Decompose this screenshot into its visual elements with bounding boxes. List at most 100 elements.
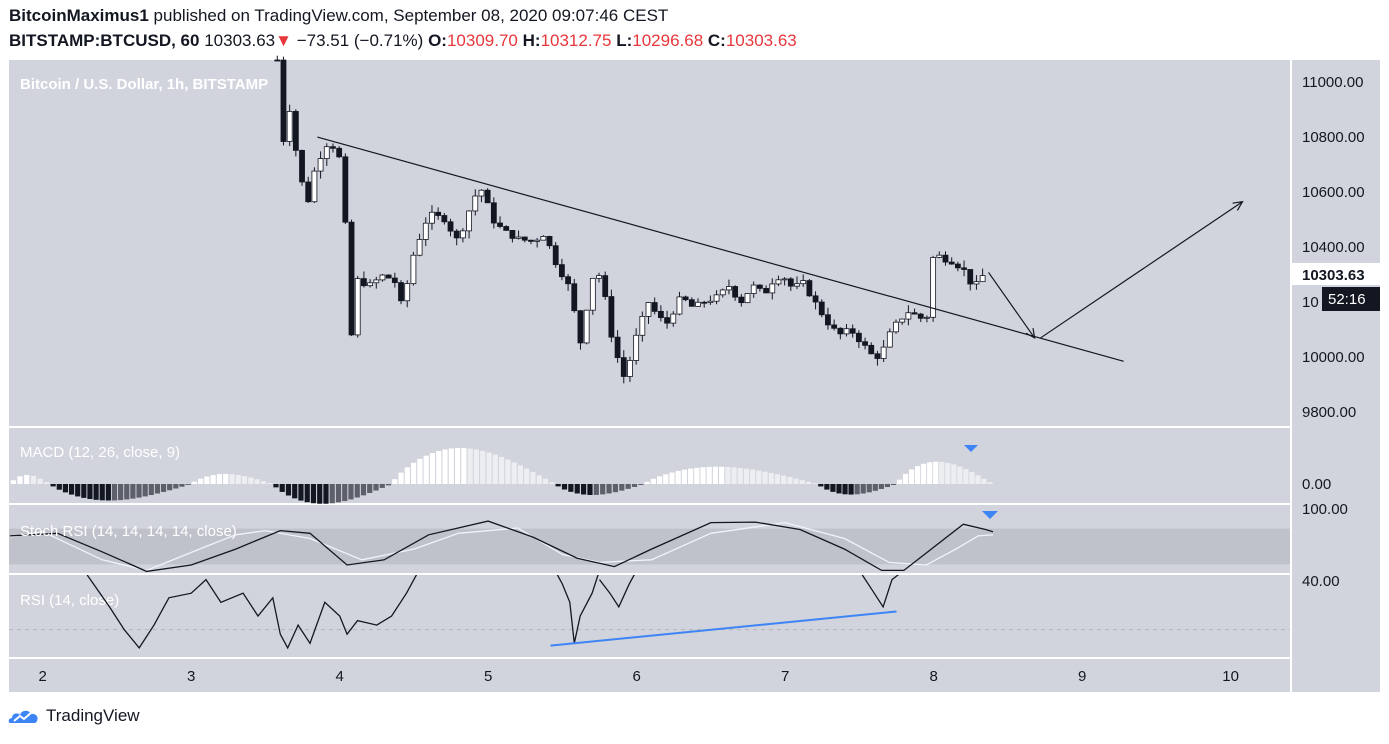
macd-bar bbox=[44, 482, 50, 484]
candle-body-up bbox=[707, 300, 714, 303]
macd-bar bbox=[542, 478, 549, 484]
rsi-line bbox=[86, 575, 418, 650]
macd-bar bbox=[581, 484, 587, 495]
candle bbox=[695, 298, 701, 307]
candle-body-up bbox=[924, 316, 930, 319]
footer-brand[interactable]: TradingView bbox=[8, 706, 140, 726]
macd-bar bbox=[933, 461, 939, 484]
candle-body-up bbox=[354, 278, 361, 336]
price-axis-bg bbox=[1292, 60, 1380, 692]
candle-body-down bbox=[732, 286, 739, 298]
candle bbox=[967, 269, 974, 291]
candle-body-down bbox=[608, 296, 615, 338]
candle bbox=[651, 297, 658, 315]
macd-bar bbox=[981, 478, 987, 484]
candle-body-up bbox=[930, 257, 937, 318]
candle bbox=[917, 312, 924, 323]
candle-body-down bbox=[763, 287, 769, 294]
publish-info: BitcoinMaximus1 published on TradingView… bbox=[9, 6, 668, 26]
candle bbox=[391, 272, 398, 288]
candle-body-down bbox=[447, 221, 454, 232]
macd-bar bbox=[725, 467, 731, 484]
candle bbox=[416, 233, 423, 257]
rsi-line bbox=[861, 575, 900, 609]
candle bbox=[800, 274, 807, 287]
macd-bar bbox=[448, 448, 454, 484]
candle-body-up bbox=[540, 236, 547, 241]
macd-bar bbox=[105, 484, 111, 501]
macd-bar bbox=[818, 484, 824, 487]
candle-body-up bbox=[775, 279, 782, 285]
macd-bar bbox=[606, 484, 612, 494]
candle bbox=[825, 307, 831, 330]
macd-bar bbox=[404, 467, 410, 484]
macd-bar bbox=[480, 450, 486, 484]
macd-bar bbox=[310, 484, 317, 504]
candle bbox=[540, 235, 547, 241]
macd-bar bbox=[267, 483, 273, 484]
candle bbox=[596, 272, 602, 283]
candle-body-up bbox=[422, 222, 429, 240]
macd-bar bbox=[681, 469, 687, 484]
candle-body-down bbox=[602, 275, 609, 297]
candle bbox=[948, 257, 955, 265]
price-axis-labels: 11000.00 10800.00 10600.00 10400.00 10000.00… bbox=[1302, 74, 1365, 590]
macd-bar bbox=[254, 479, 260, 484]
candle-body-up bbox=[843, 328, 850, 335]
macd-bar bbox=[498, 456, 505, 484]
candle-body-up bbox=[979, 275, 986, 283]
candle bbox=[701, 300, 708, 308]
price-pane-bg bbox=[9, 60, 1290, 426]
candle-body-up bbox=[367, 282, 373, 287]
last-price-tag-label: 10303.63 bbox=[1302, 267, 1365, 284]
candle-body-down bbox=[961, 267, 967, 270]
macd-bar bbox=[896, 479, 903, 484]
author-name[interactable]: BitcoinMaximus1 bbox=[9, 6, 149, 25]
stoch-band bbox=[9, 528, 1290, 565]
price-tick-label-partial: 10 bbox=[1302, 294, 1319, 311]
macd-bar bbox=[957, 466, 963, 484]
macd-bar bbox=[473, 449, 480, 484]
candle bbox=[441, 213, 448, 225]
candle bbox=[936, 251, 943, 259]
macd-bar bbox=[142, 484, 148, 497]
macd-bar bbox=[223, 473, 229, 484]
price-tick-label: 11000.00 bbox=[1302, 74, 1363, 91]
candle-body-up bbox=[404, 283, 411, 302]
candle-body-down bbox=[558, 264, 565, 278]
candle bbox=[490, 197, 497, 229]
candle bbox=[614, 330, 621, 363]
candle-body-up bbox=[379, 274, 386, 281]
macd-bar bbox=[367, 484, 373, 494]
macd-bar bbox=[793, 478, 799, 484]
macd-bar bbox=[593, 484, 599, 495]
macd-bar bbox=[111, 484, 118, 501]
candle-body-up bbox=[726, 286, 732, 291]
candle-body-up bbox=[472, 195, 479, 212]
macd-bar bbox=[860, 484, 866, 494]
candle bbox=[893, 319, 899, 334]
candle-body-up bbox=[515, 236, 522, 239]
macd-bar bbox=[650, 478, 656, 484]
macd-bar bbox=[836, 484, 842, 494]
macd-bar bbox=[75, 484, 81, 497]
last-price-tag bbox=[1292, 263, 1380, 285]
candle bbox=[713, 290, 720, 305]
candle bbox=[979, 268, 986, 283]
candle bbox=[460, 228, 466, 243]
candle bbox=[330, 143, 336, 153]
candle-body-down bbox=[441, 215, 448, 223]
stoch-rsi-lines bbox=[9, 511, 1290, 573]
stoch-100-label: 100.00 bbox=[1302, 501, 1348, 518]
countdown-tag bbox=[1322, 287, 1380, 311]
candle bbox=[831, 319, 838, 331]
candle bbox=[342, 153, 349, 224]
candle bbox=[899, 318, 906, 325]
macd-bar bbox=[229, 474, 235, 484]
candle-body-down bbox=[497, 222, 503, 227]
candle bbox=[620, 350, 627, 384]
macd-bar bbox=[185, 484, 191, 485]
macd-bar bbox=[884, 484, 891, 488]
candle-body-up bbox=[719, 289, 726, 296]
